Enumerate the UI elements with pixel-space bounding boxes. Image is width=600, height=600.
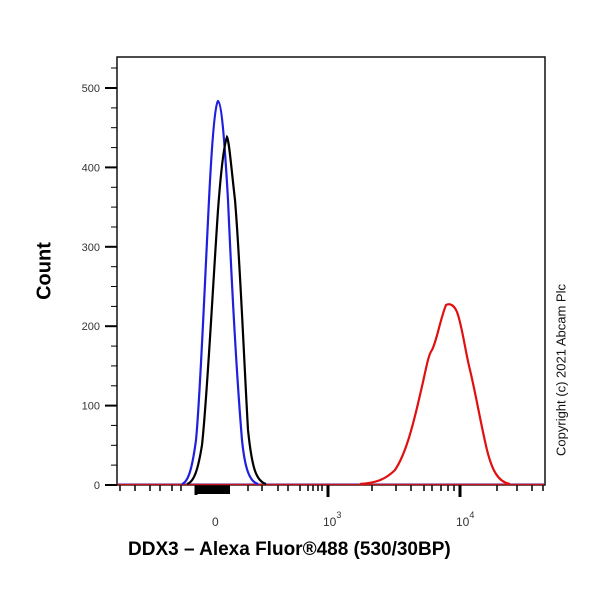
copyright-notice: Copyright (c) 2021 Abcam Plc (553, 284, 569, 456)
ytick-300: 300 (82, 242, 100, 254)
series-red-histogram (359, 303, 511, 486)
y-tick-labels: 0 100 200 300 400 500 (82, 83, 100, 492)
ytick-500: 500 (82, 83, 100, 95)
xtick-1e3: 103 (323, 510, 341, 529)
series-black-histogram (186, 134, 267, 486)
y-axis-label: Count (33, 242, 56, 300)
ytick-100: 100 (82, 401, 100, 413)
x-tick-labels: 0 103 104 (212, 510, 474, 529)
ytick-200: 200 (82, 321, 100, 333)
xtick-0: 0 (212, 515, 219, 529)
y-axis (105, 67, 117, 486)
ytick-0: 0 (94, 480, 100, 492)
ytick-400: 400 (82, 162, 100, 174)
x-axis-label: DDX3 – Alexa Fluor®488 (530/30BP) (128, 539, 451, 560)
series-blue-histogram (181, 99, 259, 486)
x-axis (119, 485, 544, 497)
xtick-1e4: 104 (456, 510, 474, 529)
